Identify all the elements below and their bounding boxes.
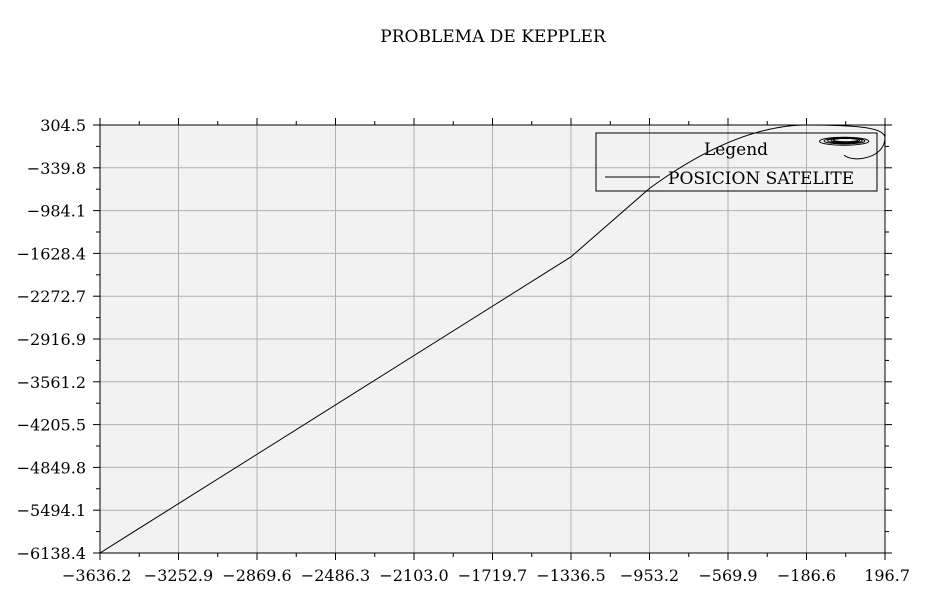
y-tick-label: −6138.4 [17,544,86,563]
legend-box [595,132,878,192]
y-tick-label: −1628.4 [17,244,86,263]
x-tick-label: −3252.9 [144,566,213,585]
x-tick-label: −569.9 [698,566,757,585]
series-orbit-loop [832,137,859,143]
x-tick-label: −186.6 [777,566,836,585]
x-tick-label: −1719.7 [458,566,527,585]
grid-lines [100,125,885,553]
x-tick-label: 196.7 [864,566,910,585]
x-tick-label: −2103.0 [379,566,448,585]
plot-frame [99,124,886,554]
x-tick-label: −1336.5 [536,566,605,585]
chart-title: PROBLEMA DE KEPPLER [380,27,607,47]
y-tick-label: −5494.1 [17,501,86,520]
y-tick-label: −4205.5 [17,416,86,435]
y-tick-label: −339.8 [27,159,86,178]
y-tick-labels: 304.5 −339.8 −984.1 −1628.4 −2272.7 −2916.9 −3… [17,116,86,563]
x-tick-labels: −3636.2 −3252.9 −2869.6 −2486.3 −2103.0 −1719… [62,566,910,585]
x-tick-label: −2486.3 [301,566,370,585]
legend-entry-posicion-satelite: POSICION SATELITE [668,169,854,189]
y-tick-label: 304.5 [40,116,86,135]
series-orbit-loop [819,136,870,146]
y-tick-label: −3561.2 [17,373,86,392]
legend: Legend POSICION SATELITE [595,132,878,192]
x-tick-label: −953.2 [620,566,679,585]
x-tick-label: −2869.6 [222,566,291,585]
y-tick-label: −4849.8 [17,458,86,477]
y-tick-label: −984.1 [27,202,86,221]
axis-ticks [93,118,892,560]
y-tick-label: −2272.7 [17,287,86,306]
x-tick-label: −3636.2 [62,566,131,585]
legend-title: Legend [704,140,768,160]
y-tick-label: −2916.9 [17,330,86,349]
